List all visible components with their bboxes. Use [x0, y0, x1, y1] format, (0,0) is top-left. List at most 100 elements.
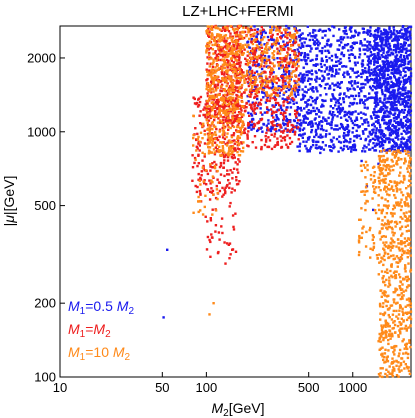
data-point-series-1 [252, 59, 256, 62]
data-point-series-3 [383, 331, 387, 334]
data-point-series-1 [394, 49, 398, 53]
data-point-series-1 [250, 112, 253, 116]
data-point-series-3 [384, 372, 387, 376]
data-point-series-1 [404, 86, 407, 89]
data-point-series-1 [402, 98, 406, 101]
data-point-series-3 [249, 79, 252, 82]
data-point-series-3 [401, 283, 404, 286]
data-point-series-2 [226, 25, 229, 28]
data-point-series-2 [267, 145, 271, 149]
data-point-series-3 [388, 365, 391, 368]
data-point-series-3 [379, 238, 382, 241]
data-point-series-1 [312, 28, 315, 32]
data-point-series-2 [250, 40, 253, 43]
data-point-series-2 [250, 120, 254, 123]
data-point-series-1 [376, 44, 380, 47]
data-point-series-3 [369, 256, 372, 259]
data-point-series-1 [386, 97, 389, 100]
data-point-series-1 [353, 143, 356, 146]
data-point-series-3 [286, 68, 289, 71]
data-point-series-2 [208, 238, 211, 242]
data-point-series-2 [253, 105, 256, 108]
data-point-series-3 [255, 44, 259, 47]
data-point-series-2 [245, 26, 248, 29]
data-point-series-3 [403, 250, 406, 253]
data-point-series-1 [250, 114, 254, 117]
data-point-series-1 [373, 145, 377, 148]
data-point-series-3 [381, 178, 385, 181]
data-point-series-2 [222, 161, 226, 165]
data-point-series-3 [286, 75, 289, 78]
data-point-series-2 [251, 81, 254, 85]
data-point-series-1 [406, 54, 409, 57]
data-point-series-3 [256, 87, 260, 91]
data-point-series-1 [390, 33, 393, 37]
data-point-series-3 [379, 160, 382, 163]
data-point-series-1 [386, 40, 390, 43]
data-point-series-1 [300, 109, 303, 112]
data-point-series-1 [376, 58, 379, 61]
data-point-series-1 [351, 144, 355, 147]
data-point-series-3 [389, 221, 392, 224]
data-point-series-1 [332, 64, 335, 68]
data-point-series-3 [228, 148, 231, 152]
data-point-series-3 [407, 179, 411, 182]
data-point-series-1 [409, 78, 412, 81]
data-point-series-2 [279, 57, 282, 60]
data-point-series-1 [387, 69, 391, 72]
data-point-series-2 [250, 92, 253, 96]
data-point-series-3 [399, 332, 402, 335]
data-point-series-3 [381, 367, 384, 370]
data-point-series-3 [388, 193, 391, 197]
data-point-series-1 [299, 72, 302, 75]
data-point-series-1 [303, 132, 306, 135]
data-point-series-1 [402, 69, 405, 72]
data-point-series-1 [360, 75, 363, 79]
data-point-series-2 [218, 189, 222, 193]
data-point-series-2 [202, 113, 205, 117]
data-point-series-3 [224, 113, 227, 117]
data-point-series-1 [369, 96, 373, 100]
data-point-series-3 [381, 346, 384, 349]
data-point-series-3 [227, 69, 230, 72]
data-point-series-1 [405, 145, 408, 148]
data-point-series-1 [397, 92, 401, 95]
data-point-series-3 [393, 231, 396, 235]
data-point-series-1 [366, 44, 369, 47]
data-point-series-1 [282, 70, 286, 73]
data-point-series-3 [401, 295, 404, 298]
data-point-series-1 [339, 146, 343, 150]
data-point-series-1 [372, 70, 375, 74]
data-point-series-3 [382, 324, 386, 327]
data-point-series-3 [397, 247, 401, 250]
data-point-series-3 [234, 101, 237, 105]
data-point-series-1 [401, 94, 405, 97]
data-point-series-3 [405, 329, 408, 332]
data-point-series-3 [211, 142, 214, 145]
data-point-series-3 [409, 158, 412, 161]
data-point-series-2 [208, 114, 211, 117]
data-point-series-2 [213, 118, 216, 122]
data-point-series-2 [263, 143, 267, 147]
data-point-series-3 [385, 368, 388, 371]
data-point-series-3 [391, 228, 394, 231]
data-point-series-3 [248, 61, 251, 65]
data-point-series-2 [288, 120, 291, 123]
data-point-series-2 [282, 59, 285, 62]
data-point-series-3 [232, 96, 235, 100]
data-point-series-1 [357, 112, 360, 115]
data-point-series-2 [225, 185, 228, 188]
data-point-series-3 [409, 345, 412, 349]
data-point-series-3 [210, 106, 214, 110]
data-point-series-3 [230, 141, 233, 144]
data-point-series-1 [343, 131, 346, 135]
data-point-series-3 [265, 91, 268, 94]
data-point-series-1 [387, 137, 391, 140]
data-point-series-1 [306, 149, 309, 152]
data-point-series-1 [373, 35, 376, 38]
data-point-series-3 [378, 302, 382, 306]
data-point-series-1 [310, 78, 313, 81]
data-point-series-1 [270, 46, 274, 49]
data-point-series-1 [355, 116, 358, 119]
data-point-series-1 [303, 117, 306, 121]
